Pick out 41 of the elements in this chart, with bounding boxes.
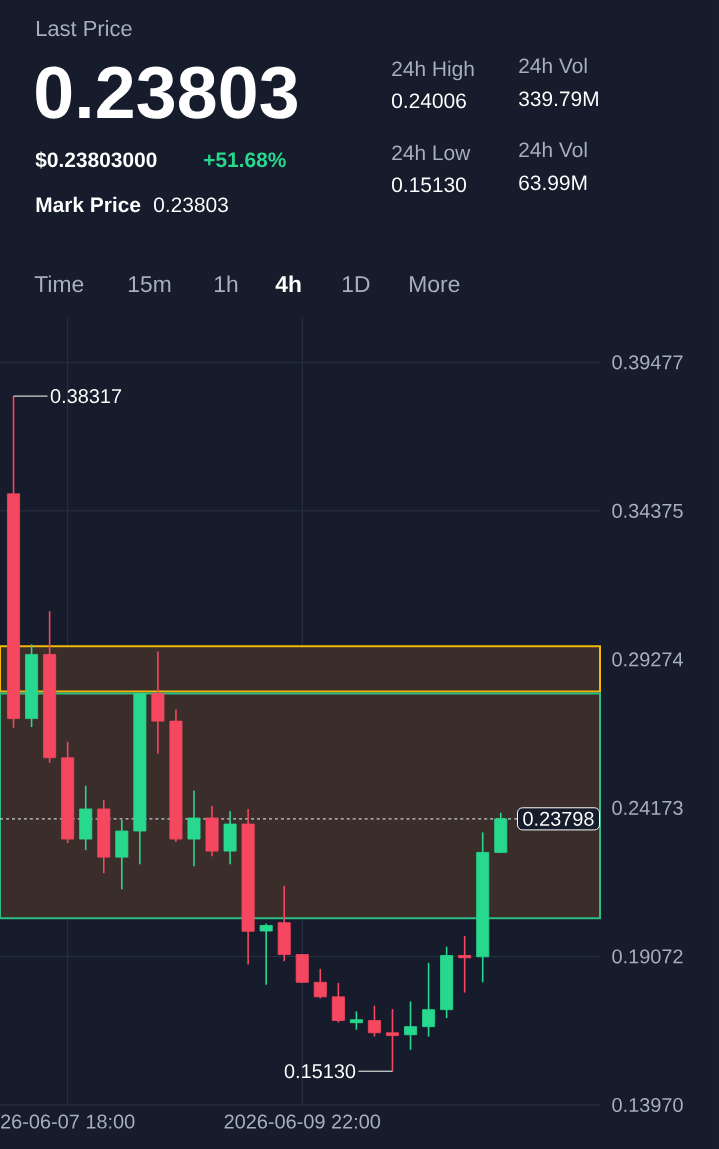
text: 0.23803 (36, 66, 297, 119)
text: 1D (342, 276, 370, 292)
annotation: 0.38317 (50, 389, 122, 404)
y-tick-label: 0.13970 (612, 1097, 683, 1113)
text: 1h (214, 275, 238, 292)
text: 339.79M (518, 91, 598, 107)
text: 0.15130 (392, 177, 466, 193)
candlestick (404, 1000, 418, 1051)
y-tick-label: 0.39477 (612, 355, 683, 370)
text: 24h Low (392, 144, 471, 161)
candlestick (187, 789, 201, 867)
text: 0.24006 (392, 93, 466, 109)
candlestick (313, 968, 327, 1000)
text: 24h Vol (519, 57, 587, 74)
candlestick (367, 1004, 381, 1038)
text: 24h High (392, 60, 474, 81)
text: Last Price (37, 20, 132, 37)
y-tick-label: 0.24173 (612, 800, 683, 815)
text: $0.23803000 (35, 151, 157, 169)
y-tick-label: 0.19072 (612, 949, 683, 964)
x-tick-label: 26-06-07 18:00 (1, 1114, 135, 1129)
candlestick (458, 935, 472, 994)
candlestick (331, 982, 345, 1024)
ref-line-label: 0.23798 (523, 811, 594, 826)
text: Time (34, 275, 84, 293)
y-tick-label: 0.34375 (612, 503, 683, 518)
y-tick-label: 0.29274 (612, 652, 683, 667)
candlestick (349, 1010, 363, 1031)
text: 15m (128, 276, 171, 293)
candlestick (259, 922, 273, 986)
text: 63.99M (519, 175, 587, 191)
candlestick (385, 1008, 399, 1073)
text: 0.23803 (154, 197, 228, 213)
text: Mark Price (36, 196, 141, 213)
text: More (410, 276, 460, 293)
text: 24h Vol (519, 141, 587, 158)
annotation: 0.15130 (284, 1064, 356, 1079)
text: +51.68% (204, 152, 286, 168)
text: 4h (275, 275, 301, 292)
candlestick (422, 962, 436, 1038)
x-tick-label: 2026-06-09 22:00 (224, 1114, 381, 1129)
